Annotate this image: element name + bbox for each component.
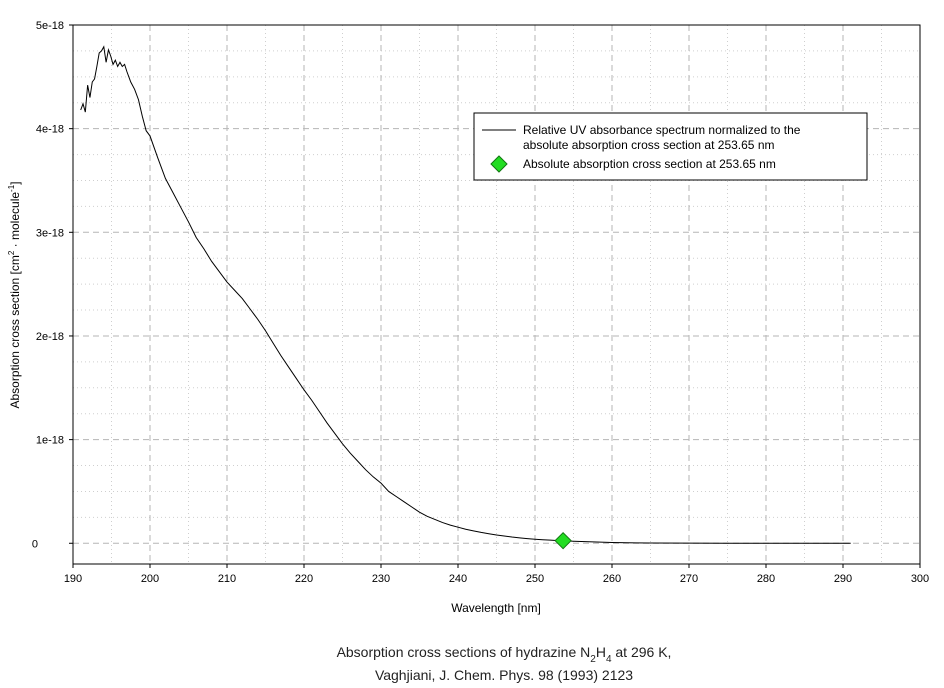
y-tick-label: 2e-18	[36, 331, 64, 343]
caption-line-1: Absorption cross sections of hydrazine N…	[337, 644, 672, 665]
x-tick-label: 210	[218, 573, 236, 585]
legend: Relative UV absorbance spectrum normaliz…	[473, 112, 868, 181]
x-tick-label: 250	[526, 573, 544, 585]
x-tick-label: 200	[141, 573, 159, 585]
y-tick-label: 3e-18	[36, 227, 64, 239]
series-line-spectrum	[80, 45, 851, 544]
y-axis-ticks: 0 1e-18 2e-18 3e-18 4e-18 5e-18	[32, 20, 73, 550]
x-tick-label: 230	[372, 573, 390, 585]
x-tick-label: 300	[911, 573, 929, 585]
legend-entry-absolute: Absolute absorption cross section at 253…	[523, 157, 776, 171]
x-axis-label: Wavelength [nm]	[451, 601, 541, 615]
y-tick-label: 0	[32, 538, 38, 550]
plot-area-frame	[72, 24, 921, 565]
x-tick-label: 260	[603, 573, 621, 585]
legend-box	[473, 112, 868, 181]
y-tick-label: 5e-18	[36, 20, 64, 32]
caption-line-2: Vaghjiani, J. Chem. Phys. 98 (1993) 2123	[375, 667, 633, 683]
data-point-diamond	[554, 531, 572, 550]
series-layer	[80, 45, 851, 550]
x-tick-label: 290	[834, 573, 852, 585]
x-tick-label: 280	[757, 573, 775, 585]
x-tick-label: 220	[295, 573, 313, 585]
legend-entry-spectrum-line1: Relative UV absorbance spectrum normaliz…	[523, 123, 801, 137]
x-tick-label: 270	[680, 573, 698, 585]
y-tick-label: 1e-18	[36, 435, 64, 447]
y-axis-label: Absorption cross section [cm2 · molecule…	[7, 181, 22, 408]
x-tick-label: 240	[449, 573, 467, 585]
x-axis-ticks: 190 200 210 220 230 240 250 260 270 280 290 300	[64, 564, 929, 585]
y-tick-label: 4e-18	[36, 124, 64, 136]
legend-entry-spectrum-line2: absolute absorption cross section at 253…	[523, 138, 774, 152]
x-tick-label: 190	[64, 573, 82, 585]
legend-diamond-marker	[490, 155, 508, 173]
